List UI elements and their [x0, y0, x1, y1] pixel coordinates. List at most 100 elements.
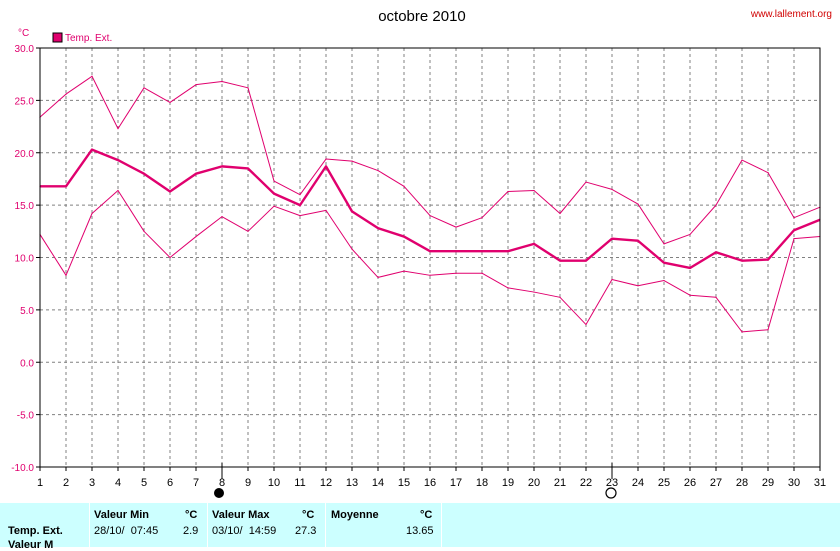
- y-tick-label: 15.0: [15, 201, 35, 212]
- data-point-moyenne: [793, 229, 795, 231]
- data-point-moyenne: [507, 250, 509, 252]
- stats-divider: [89, 503, 90, 547]
- data-point-min: [689, 294, 691, 296]
- data-point-moyenne: [611, 238, 613, 240]
- x-tick-label: 19: [502, 477, 514, 489]
- data-point-moyenne: [533, 243, 535, 245]
- series-lines: [39, 75, 821, 333]
- data-point-max: [507, 190, 509, 193]
- x-tick-label: 25: [658, 477, 670, 489]
- data-point-max: [793, 217, 795, 219]
- data-point-moyenne: [481, 250, 483, 252]
- data-point-max: [351, 160, 353, 162]
- x-tick-label: 24: [632, 477, 644, 489]
- data-point-moyenne: [91, 149, 93, 151]
- data-point-min: [221, 216, 223, 218]
- stats-divider: [441, 503, 442, 547]
- x-tick-label: 3: [89, 477, 95, 489]
- data-point-min: [611, 278, 613, 281]
- x-tick-label: 17: [450, 477, 462, 489]
- data-point-max: [221, 80, 223, 83]
- data-point-moyenne: [351, 210, 353, 213]
- data-point-moyenne: [403, 235, 405, 238]
- data-point-max: [403, 185, 405, 187]
- legend-label: Temp. Ext.: [65, 33, 112, 44]
- data-point-min: [403, 270, 405, 272]
- data-point-min: [481, 272, 483, 274]
- data-point-max: [195, 84, 197, 86]
- data-point-max: [481, 217, 483, 219]
- data-point-max: [663, 243, 665, 245]
- x-tick-label: 13: [346, 477, 358, 489]
- data-point-max: [169, 101, 171, 104]
- data-point-moyenne: [247, 167, 249, 170]
- max-header: Valeur Max: [212, 509, 270, 521]
- data-point-min: [91, 212, 93, 215]
- min-unit: °C: [185, 509, 198, 521]
- data-point-max: [273, 180, 275, 182]
- data-point-moyenne: [741, 260, 743, 262]
- min-value: 2.9: [183, 525, 199, 537]
- x-tick-label: 23: [606, 477, 618, 489]
- source-link[interactable]: www.lallement.org: [750, 9, 832, 20]
- data-point-max: [585, 181, 587, 183]
- data-point-min: [767, 329, 769, 331]
- data-point-max: [715, 204, 717, 206]
- x-tick-label: 18: [476, 477, 488, 489]
- data-point-moyenne: [169, 190, 171, 193]
- data-point-moyenne: [195, 173, 197, 175]
- data-point-min: [65, 274, 67, 276]
- data-point-max: [533, 189, 535, 192]
- series-line-moyenne: [40, 148, 821, 270]
- data-point-max: [767, 172, 769, 174]
- y-tick-label: 20.0: [15, 149, 35, 160]
- data-point-max: [143, 87, 145, 89]
- data-point-min: [637, 285, 639, 287]
- x-tick-label: 26: [684, 477, 696, 489]
- y-unit-label: °C: [18, 28, 29, 39]
- x-tick-label: 2: [63, 477, 69, 489]
- data-point-max: [741, 159, 743, 161]
- x-tick-label: 31: [814, 477, 826, 489]
- x-tick-label: 21: [554, 477, 566, 489]
- x-tick-label: 10: [268, 477, 280, 489]
- data-point-moyenne: [325, 165, 327, 167]
- data-point-min: [299, 215, 301, 217]
- data-point-min: [117, 189, 119, 192]
- data-point-moyenne: [117, 159, 119, 161]
- data-point-min: [169, 256, 171, 259]
- data-point-min: [273, 205, 275, 207]
- x-tick-label: 30: [788, 477, 800, 489]
- x-tick-label: 12: [320, 477, 332, 489]
- stats-divider: [207, 503, 208, 547]
- avg-header: Moyenne: [331, 509, 379, 521]
- grid: [40, 48, 820, 467]
- data-point-min: [793, 238, 795, 240]
- data-point-moyenne: [663, 262, 665, 264]
- data-point-moyenne: [689, 267, 691, 269]
- x-tick-label: 16: [424, 477, 436, 489]
- chart: octobre 2010 www.lallement.org °C Temp. …: [11, 8, 832, 499]
- x-tick-label: 5: [141, 477, 147, 489]
- x-tick-label: 1: [37, 477, 43, 489]
- data-point-moyenne: [585, 260, 587, 262]
- data-point-min: [325, 209, 327, 211]
- data-point-moyenne: [299, 204, 301, 206]
- new-moon-icon: [214, 488, 224, 498]
- max-value: 27.3: [295, 525, 317, 537]
- data-point-max: [325, 158, 327, 160]
- data-point-min: [351, 248, 353, 250]
- data-point-min: [143, 230, 145, 232]
- data-point-min: [195, 235, 197, 238]
- x-tick-label: 20: [528, 477, 540, 489]
- data-point-min: [429, 274, 431, 276]
- x-tick-label: 7: [193, 477, 199, 489]
- data-point-max: [611, 188, 613, 191]
- data-point-moyenne: [559, 260, 561, 262]
- data-point-max: [247, 87, 249, 89]
- x-tick-label: 11: [294, 477, 305, 489]
- data-point-min: [507, 287, 509, 289]
- data-point-max: [299, 194, 301, 196]
- data-point-min: [377, 276, 379, 279]
- x-tick-label: 28: [736, 477, 748, 489]
